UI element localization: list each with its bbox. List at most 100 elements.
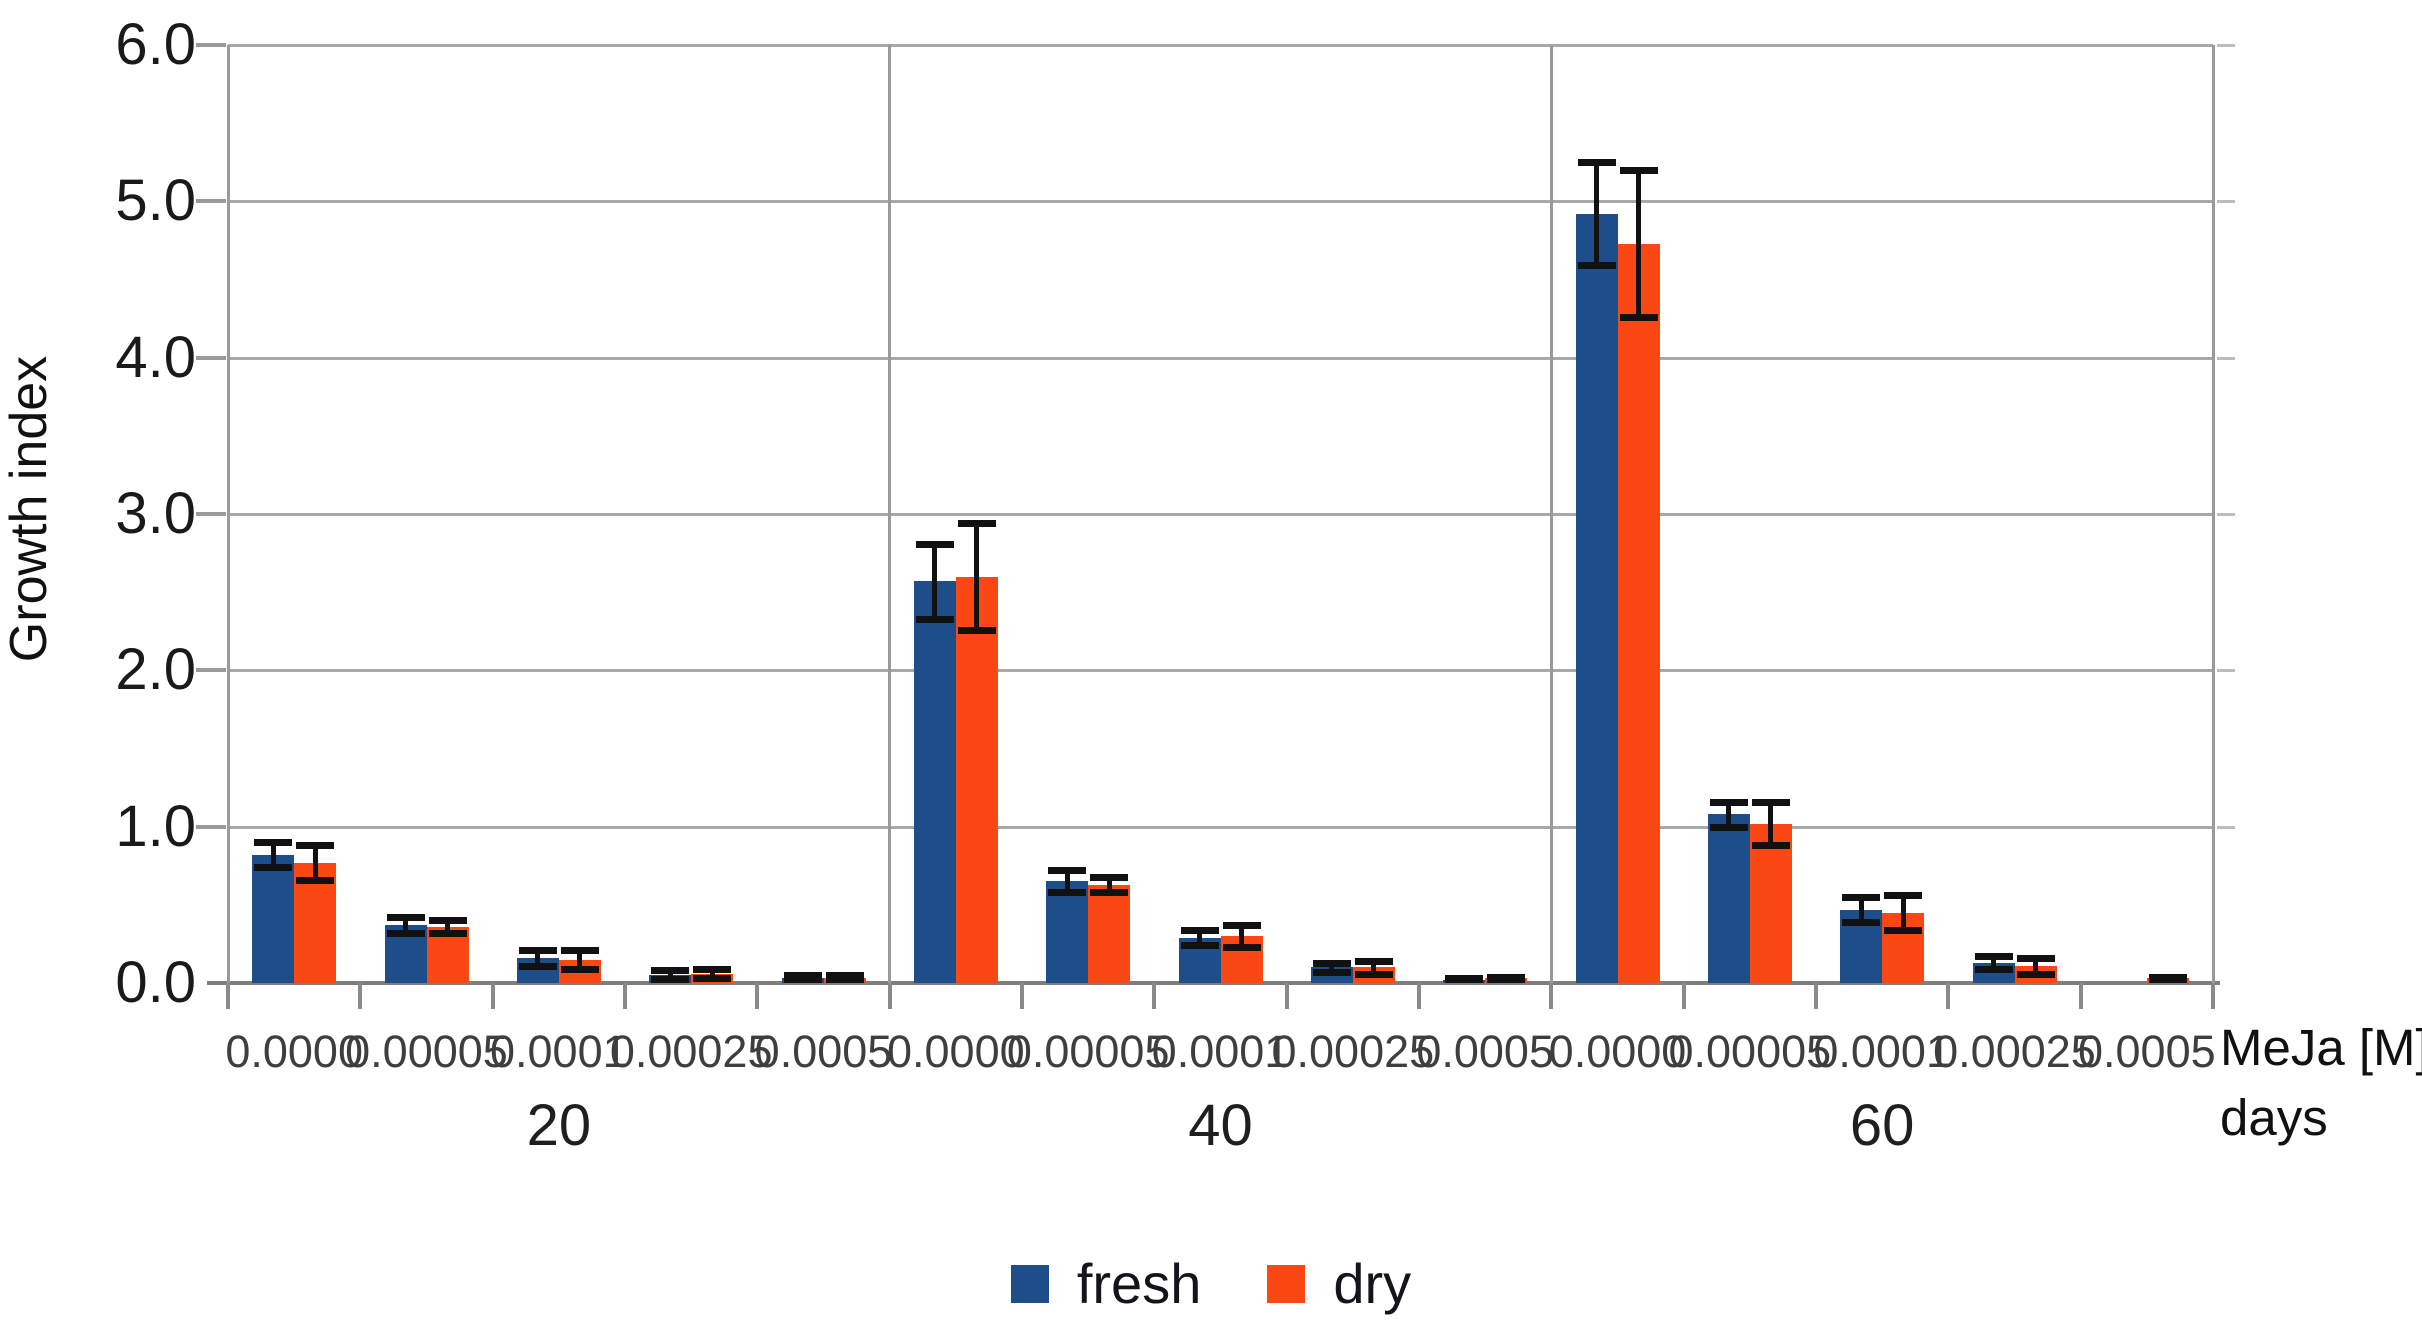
error-bar-cap-top bbox=[2016, 954, 2055, 962]
plot-right-border bbox=[2211, 45, 2215, 983]
x-tick-mark bbox=[887, 983, 892, 1009]
error-bar-cap-bottom bbox=[1751, 842, 1790, 850]
error-bar-cap-bottom bbox=[1842, 919, 1881, 927]
y-tick-mark bbox=[196, 824, 226, 829]
error-bar-cap-bottom bbox=[1974, 965, 2013, 973]
error-bar-line bbox=[270, 842, 276, 868]
x-tick-label-0.0000: 0.0000 bbox=[225, 1026, 363, 1077]
bar-dry-40-0.0000 bbox=[955, 576, 998, 983]
error-bar-cap-bottom bbox=[296, 876, 335, 884]
x-axis-days-label: days bbox=[2220, 1089, 2328, 1146]
x-tick-mark bbox=[1681, 983, 1686, 1009]
bar-dry-60-0.00005 bbox=[1749, 823, 1792, 983]
legend-item-dry: dry bbox=[1267, 1256, 1411, 1312]
error-bar-line bbox=[403, 917, 408, 933]
error-bar-cap-top bbox=[386, 914, 425, 922]
y-tick-mark bbox=[196, 43, 226, 47]
error-bar-cap-bottom bbox=[1354, 970, 1393, 978]
error-bar-cap-top bbox=[428, 917, 467, 925]
error-bar-cap-top bbox=[296, 842, 335, 850]
error-bar-cap-top bbox=[560, 947, 599, 955]
error-bar-cap-bottom bbox=[1487, 976, 1526, 983]
x-tick-label-0.0001: 0.0001 bbox=[490, 1026, 628, 1077]
error-bar-line bbox=[709, 968, 715, 979]
error-bar-line bbox=[1726, 801, 1732, 827]
error-bar-cap-bottom bbox=[386, 929, 425, 937]
x-tick-mark bbox=[1417, 983, 1421, 1009]
error-bar-cap-bottom bbox=[1445, 976, 1484, 983]
error-bar-cap-top bbox=[1354, 958, 1393, 966]
legend-label-fresh: fresh bbox=[1076, 1252, 1202, 1315]
error-bar-line bbox=[2033, 957, 2038, 974]
legend-item-fresh: fresh bbox=[1010, 1252, 1202, 1315]
x-tick-label-0.0005: 0.0005 bbox=[754, 1026, 893, 1077]
x-tick-mark bbox=[1549, 983, 1554, 1009]
legend-label-dry: dry bbox=[1333, 1252, 1412, 1315]
error-bar-line bbox=[1768, 801, 1774, 846]
y-tick-label-0.0: 0.0 bbox=[115, 950, 196, 1015]
error-bar-cap-top bbox=[1974, 953, 2013, 961]
error-bar-cap-bottom bbox=[1884, 926, 1923, 934]
error-bar-cap-top bbox=[1048, 867, 1087, 875]
group-label-60-days: 60 bbox=[1849, 1093, 1915, 1158]
x-tick-mark bbox=[490, 983, 495, 1009]
error-bar-line bbox=[667, 970, 673, 979]
error-bar-line bbox=[1329, 962, 1335, 973]
error-bar-cap-top bbox=[1842, 894, 1881, 902]
y-tick-mark bbox=[196, 199, 226, 204]
plot-left-border bbox=[226, 45, 230, 1009]
x-tick-label-0.0005: 0.0005 bbox=[1416, 1026, 1554, 1077]
y-tick-mark-right bbox=[2217, 356, 2235, 360]
error-bar-cap-bottom bbox=[1048, 889, 1087, 897]
y-tick-label-6.0: 6.0 bbox=[115, 12, 196, 77]
x-tick-label-0.00025: 0.00025 bbox=[609, 1026, 773, 1077]
error-bar-line bbox=[974, 523, 980, 630]
y-tick-label-1.0: 1.0 bbox=[115, 793, 196, 859]
error-bar-cap-bottom bbox=[651, 976, 690, 983]
error-bar-cap-top bbox=[518, 947, 557, 955]
x-axis-line bbox=[207, 981, 2220, 985]
error-bar-cap-bottom bbox=[1222, 944, 1261, 952]
error-bar-cap-top bbox=[1090, 873, 1129, 881]
group-label-40-days: 40 bbox=[1188, 1093, 1253, 1158]
legend-swatch-fresh bbox=[1010, 1265, 1049, 1303]
error-bar-cap-bottom bbox=[825, 976, 864, 983]
error-bar-cap-bottom bbox=[518, 962, 557, 970]
error-bar-cap-top bbox=[957, 520, 996, 528]
bar-dry-60-0.0000 bbox=[1617, 243, 1660, 983]
x-tick-label-0.0000: 0.0000 bbox=[1548, 1026, 1687, 1077]
error-bar-cap-top bbox=[1751, 798, 1790, 806]
x-tick-mark bbox=[755, 983, 760, 1009]
y-tick-label-2.0: 2.0 bbox=[115, 637, 196, 703]
error-bar-cap-bottom bbox=[1312, 969, 1351, 977]
gridline-5.0 bbox=[228, 200, 2213, 204]
error-bar-line bbox=[312, 845, 318, 880]
error-bar-cap-bottom bbox=[428, 929, 467, 937]
error-bar-cap-bottom bbox=[1180, 942, 1219, 950]
bar-fresh-40-0.0000 bbox=[913, 581, 956, 983]
y-tick-mark bbox=[196, 668, 226, 673]
x-tick-mark bbox=[2078, 983, 2083, 1009]
y-tick-mark-right bbox=[2217, 825, 2235, 829]
error-bar-cap-top bbox=[651, 967, 690, 975]
y-tick-label-4.0: 4.0 bbox=[115, 324, 196, 390]
error-bar-cap-bottom bbox=[1577, 262, 1616, 270]
error-bar-line bbox=[535, 950, 541, 966]
gridline-4.0 bbox=[228, 356, 2213, 360]
error-bar-line bbox=[445, 920, 450, 933]
x-tick-label-0.0001: 0.0001 bbox=[1151, 1026, 1290, 1077]
error-bar-cap-bottom bbox=[693, 975, 732, 983]
y-tick-label-5.0: 5.0 bbox=[115, 168, 196, 234]
error-bar-cap-bottom bbox=[957, 626, 996, 634]
legend-swatch-dry bbox=[1267, 1265, 1306, 1303]
error-bar-line bbox=[1064, 870, 1070, 893]
x-tick-mark bbox=[2211, 983, 2215, 1009]
x-tick-mark bbox=[1814, 983, 1818, 1009]
error-bar-line bbox=[1900, 895, 1906, 930]
bar-fresh-60-0.00005 bbox=[1707, 814, 1750, 983]
x-tick-mark bbox=[1152, 983, 1157, 1009]
x-tick-label-0.00005: 0.00005 bbox=[1006, 1026, 1170, 1077]
error-bar-line bbox=[1106, 876, 1112, 893]
